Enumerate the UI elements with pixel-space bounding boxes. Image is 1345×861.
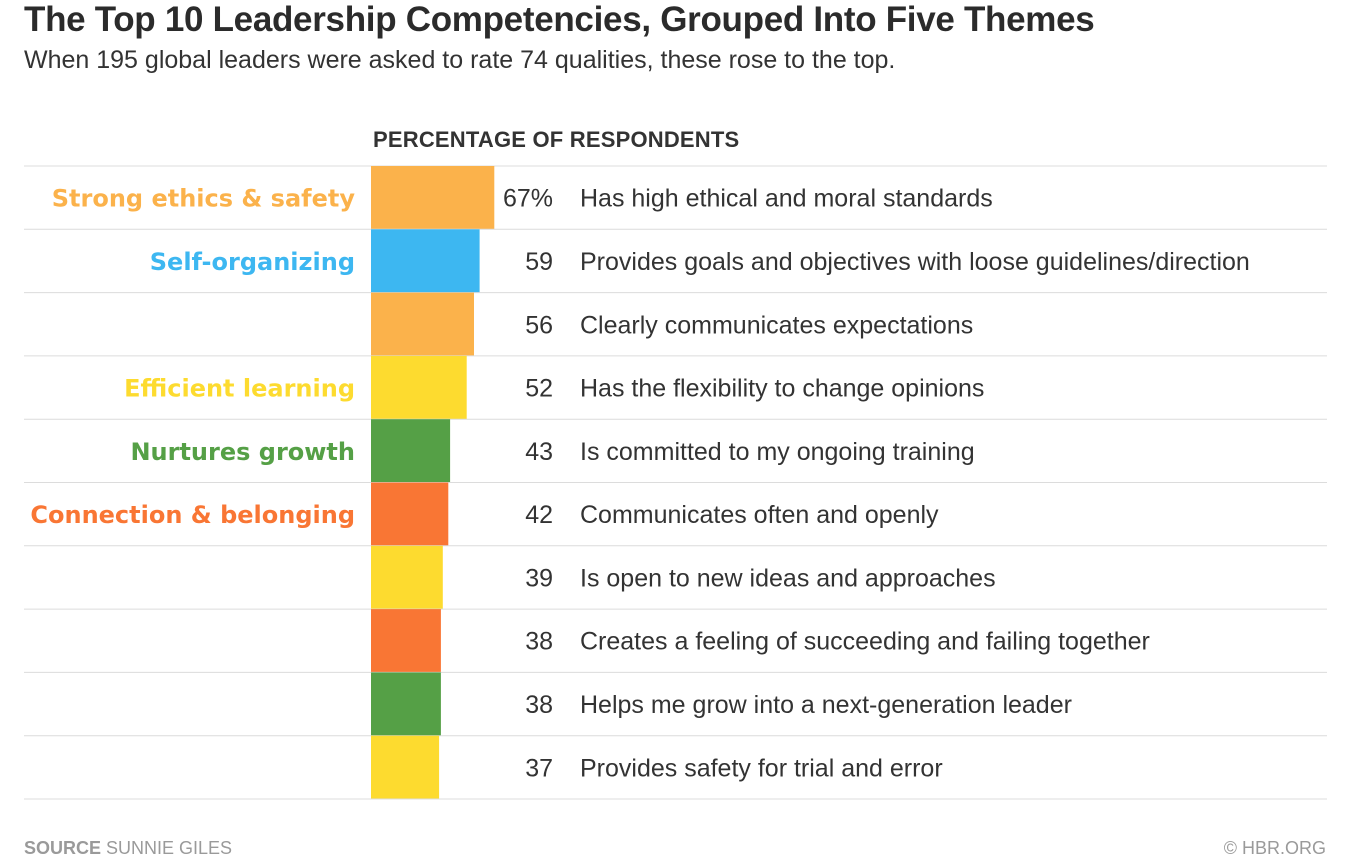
value-label: 38 (525, 628, 553, 656)
category-label: Provides safety for trial and error (580, 754, 943, 782)
bar (371, 672, 441, 736)
category-label: Creates a feeling of succeeding and fail… (580, 628, 1150, 656)
bar (371, 166, 495, 230)
theme-label: Strong ethics & safety (52, 185, 356, 213)
value-label: 37 (525, 754, 553, 782)
bar (371, 545, 443, 610)
value-label: 52 (525, 375, 553, 403)
category-label: Clearly communicates expectations (580, 311, 973, 339)
bar (371, 735, 440, 799)
column-header: PERCENTAGE OF RESPONDENTS (373, 127, 740, 152)
category-label: Is open to new ideas and approaches (580, 564, 996, 592)
theme-label: Efficient learning (124, 375, 355, 403)
category-label: Has the flexibility to change opinions (580, 375, 984, 403)
bar (371, 482, 449, 546)
chart-title: The Top 10 Leadership Competencies, Grou… (24, 0, 1095, 39)
value-label: 38 (525, 691, 553, 719)
theme-label: Connection & belonging (30, 501, 355, 529)
value-label: 43 (525, 438, 553, 466)
value-label: 59 (525, 248, 553, 276)
chart-subtitle: When 195 global leaders were asked to ra… (24, 46, 896, 74)
category-label: Provides goals and objectives with loose… (580, 248, 1250, 276)
value-label: 56 (525, 311, 553, 339)
bar (371, 355, 467, 420)
category-label: Communicates often and openly (580, 501, 939, 529)
bar (371, 229, 480, 293)
category-label: Has high ethical and moral standards (580, 185, 993, 213)
source-value: SUNNIE GILES (106, 838, 233, 858)
bar (371, 292, 474, 356)
category-label: Helps me grow into a next-generation lea… (580, 691, 1072, 719)
bar (371, 609, 441, 673)
credit-note: © HBR.ORG (1223, 838, 1326, 858)
value-label: 67% (503, 185, 553, 213)
value-label: 42 (525, 501, 553, 529)
bar (371, 419, 451, 483)
category-label: Is committed to my ongoing training (580, 438, 975, 466)
theme-label: Self-organizing (150, 248, 355, 276)
value-label: 39 (525, 564, 553, 592)
source-label: SOURCE (24, 838, 102, 858)
theme-label: Nurtures growth (130, 438, 355, 466)
source-note: SOURCE SUNNIE GILES (24, 838, 232, 859)
